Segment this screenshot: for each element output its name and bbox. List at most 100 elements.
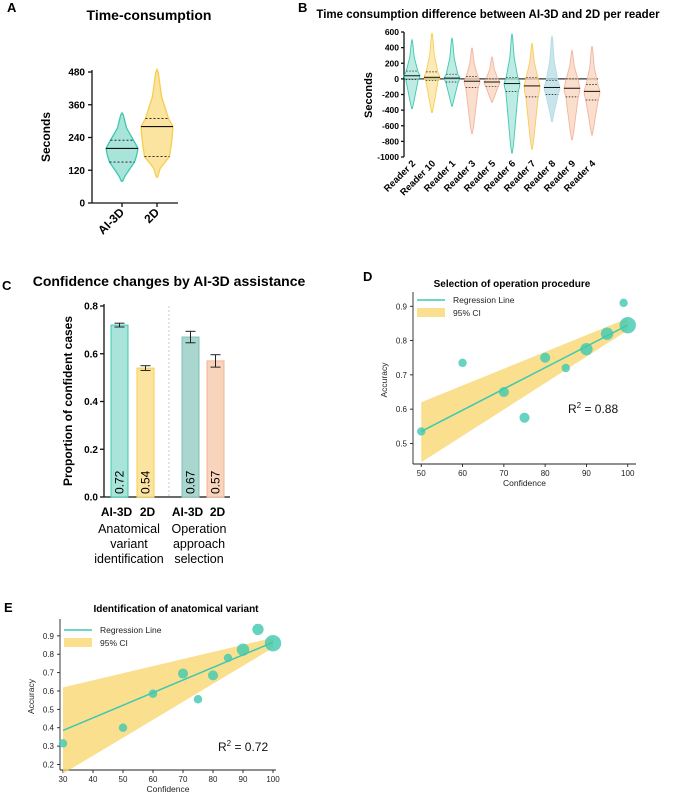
y-tick-label-a: 480 bbox=[68, 68, 85, 79]
bar-name-label-c: 2D bbox=[210, 505, 226, 519]
y-tick-label-b: 200 bbox=[385, 58, 399, 68]
x-tick-label-d: 60 bbox=[458, 469, 467, 478]
y-axis-label-d: Accuracy bbox=[379, 362, 389, 398]
y-tick-label-e: 0.2 bbox=[43, 760, 55, 769]
panel-a-title: Time-consumption bbox=[87, 7, 212, 23]
y-tick-label-b: -800 bbox=[382, 136, 399, 146]
x-tick-label-e: 80 bbox=[209, 775, 218, 784]
y-tick-label-c: 0.8 bbox=[84, 302, 98, 313]
data-point-e bbox=[223, 653, 233, 663]
panel-d-title: Selection of operation procedure bbox=[434, 279, 591, 290]
group-label-c: selection bbox=[174, 552, 223, 566]
violin-b bbox=[423, 32, 441, 113]
legend-ci-swatch-e bbox=[64, 638, 92, 647]
y-tick-label-b: -400 bbox=[382, 105, 399, 115]
panel-letter-e: E bbox=[4, 600, 13, 615]
x-tick-label-d: 90 bbox=[582, 469, 591, 478]
data-point-d bbox=[498, 386, 509, 398]
y-tick-label-c: 0.4 bbox=[84, 397, 98, 408]
data-point-e bbox=[118, 723, 128, 732]
r-squared-label-d: R2 = 0.88 bbox=[568, 401, 618, 416]
y-tick-label-e: 0.7 bbox=[43, 669, 55, 678]
data-point-d bbox=[619, 298, 628, 308]
chart-b-reader-difference: 6004002000-200-400-600-800-1000SecondsRe… bbox=[363, 27, 601, 198]
chart-a-time-consumption: 0 120 240 360 480 Seconds AI-3D 2D bbox=[39, 68, 178, 237]
panel-letter-b: B bbox=[298, 0, 307, 15]
violin-b bbox=[503, 33, 521, 154]
data-point-e bbox=[207, 670, 219, 681]
y-tick-label-d: 0.6 bbox=[396, 405, 408, 414]
y-tick-label-e: 0.4 bbox=[43, 724, 55, 733]
y-tick-label-e: 0.3 bbox=[43, 742, 55, 751]
violin-a bbox=[105, 111, 139, 182]
x-tick-label-e: 100 bbox=[266, 775, 280, 784]
x-axis-label-e: Confidence bbox=[146, 784, 189, 794]
y-tick-label-d: 0.7 bbox=[396, 371, 408, 380]
y-tick-label-d: 0.8 bbox=[396, 337, 408, 346]
x-tick-label-d: 70 bbox=[499, 469, 508, 478]
x-tick-label-d: 80 bbox=[541, 469, 550, 478]
y-axis-label-e: Accuracy bbox=[26, 678, 36, 714]
y-tick-label-b: 600 bbox=[385, 27, 399, 37]
bar-name-label-c: 2D bbox=[140, 505, 156, 519]
panel-letter-d: D bbox=[363, 269, 372, 284]
r-squared-label-e: R2 = 0.72 bbox=[218, 739, 268, 754]
group-label-c: Operation bbox=[172, 522, 227, 536]
y-tick-label-b: -1000 bbox=[377, 152, 399, 162]
data-point-d bbox=[540, 352, 551, 363]
y-axis-label-a: Seconds bbox=[39, 112, 53, 162]
y-axis-label-b: Seconds bbox=[363, 72, 375, 118]
ci-band-e bbox=[63, 637, 273, 774]
data-point-d bbox=[619, 316, 636, 334]
bar-value-label-c: 0.54 bbox=[139, 470, 153, 494]
y-axis-label-c: Proportion of confident cases bbox=[61, 316, 75, 486]
group-label-c: identification bbox=[94, 552, 164, 566]
legend-ci-label-e: 95% CI bbox=[100, 638, 128, 648]
y-tick-label-e: 0.9 bbox=[43, 632, 55, 641]
panel-e-title: Identification of anatomical variant bbox=[93, 604, 259, 615]
violin-b bbox=[543, 35, 561, 123]
y-tick-label-b: -600 bbox=[382, 121, 399, 131]
bar-value-label-c: 0.72 bbox=[113, 470, 127, 494]
data-point-e bbox=[177, 668, 189, 679]
y-tick-label-c: 0.2 bbox=[84, 445, 98, 456]
legend-regression-label-d: Regression Line bbox=[453, 295, 515, 305]
bar-value-label-c: 0.57 bbox=[209, 470, 223, 494]
regression-line-d bbox=[420, 324, 629, 433]
data-point-d bbox=[458, 358, 467, 368]
legend-ci-swatch-d bbox=[417, 308, 445, 317]
data-point-e bbox=[252, 623, 264, 636]
y-tick-label-e: 0.6 bbox=[43, 687, 55, 696]
y-tick-label-b: -200 bbox=[382, 90, 399, 100]
data-point-e bbox=[193, 695, 203, 704]
panel-letter-c: C bbox=[2, 278, 12, 293]
y-tick-label-c: 0.0 bbox=[84, 493, 98, 504]
x-tick-label-a: AI-3D bbox=[95, 205, 127, 237]
data-point-d bbox=[561, 363, 570, 373]
data-point-e bbox=[236, 643, 250, 656]
violin-b bbox=[483, 55, 501, 103]
y-tick-label-b: 0 bbox=[394, 74, 399, 84]
group-label-c: approach bbox=[173, 537, 225, 551]
panel-b-title: Time consumption difference between AI-3… bbox=[316, 9, 660, 21]
x-tick-label-d: 50 bbox=[417, 469, 426, 478]
data-point-e bbox=[264, 635, 282, 652]
y-tick-label-a: 0 bbox=[79, 199, 85, 210]
x-tick-label-e: 50 bbox=[119, 775, 128, 784]
legend-ci-label-d: 95% CI bbox=[453, 308, 481, 318]
y-tick-label-d: 0.5 bbox=[396, 439, 408, 448]
bar-name-label-c: AI-3D bbox=[172, 505, 204, 519]
x-tick-label-e: 40 bbox=[89, 775, 98, 784]
group-label-c: Anatomical bbox=[98, 522, 160, 536]
chart-c-confidence-bars: 0.0 0.2 0.4 0.6 0.8 Proportion of confident c… bbox=[61, 302, 230, 566]
x-tick-label-d: 100 bbox=[621, 469, 635, 478]
violin-b bbox=[403, 38, 421, 110]
data-point-d bbox=[600, 327, 614, 340]
x-tick-label-a: 2D bbox=[141, 205, 162, 226]
y-tick-label-d: 0.9 bbox=[396, 302, 408, 311]
data-point-d bbox=[580, 342, 593, 356]
data-point-e bbox=[58, 739, 68, 748]
data-point-e bbox=[148, 689, 158, 698]
x-tick-label-e: 90 bbox=[239, 775, 248, 784]
